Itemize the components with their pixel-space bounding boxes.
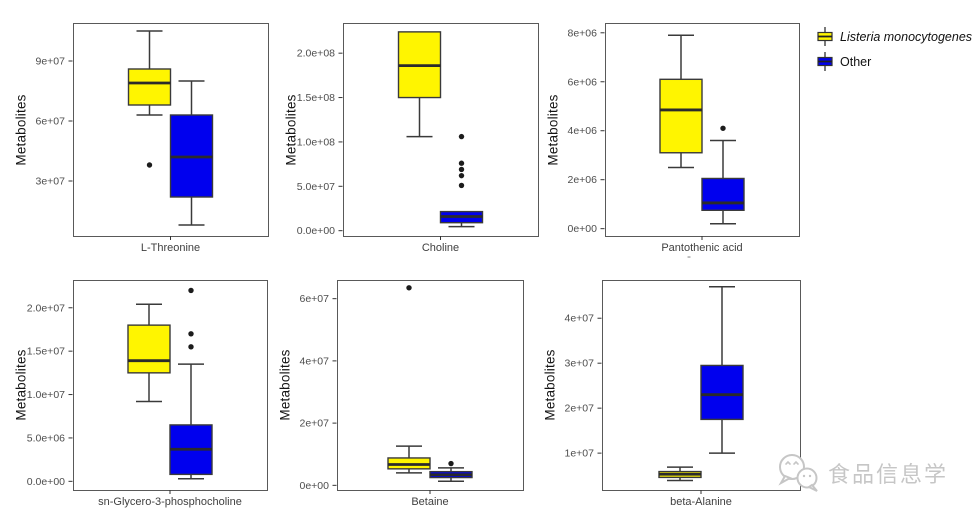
svg-text:6e+07: 6e+07 [300,293,330,305]
y-axis-title: Metabolites [283,93,299,166]
svg-text:5.0e+07: 5.0e+07 [297,181,335,193]
legend-item-listeria: Listeria monocytogenes [816,24,972,49]
boxplot-key-icon [817,27,833,46]
svg-text:0.0e+00: 0.0e+00 [27,476,65,488]
svg-text:1.5e+07: 1.5e+07 [27,346,65,358]
x-axis-label: L-Threonine [140,242,201,254]
svg-text:6e+06: 6e+06 [568,76,598,88]
svg-text:4e+06: 4e+06 [568,125,598,137]
svg-text:6e+07: 6e+07 [36,116,66,128]
svg-text:0e+00: 0e+00 [568,223,598,235]
legend-item-other: Other [816,49,972,74]
svg-text:0.0e+00: 0.0e+00 [297,225,335,237]
svg-text:1e+07: 1e+07 [565,448,595,460]
svg-text:3e+07: 3e+07 [36,176,66,188]
cropped-character-mark: - [687,249,691,263]
legend-label: Listeria monocytogenes [840,29,973,44]
y-axis-title: Metabolites [13,349,29,421]
svg-text:2e+07: 2e+07 [565,403,595,415]
wechat-chat-bubbles-icon [778,454,818,492]
svg-text:2.0e+08: 2.0e+08 [297,48,335,60]
legend: Listeria monocytogenes Other [816,24,972,74]
y-axis-title: Metabolites [277,349,293,421]
legend-label: Other [840,54,872,69]
svg-text:1.0e+07: 1.0e+07 [27,389,65,401]
svg-text:2e+07: 2e+07 [300,418,330,430]
svg-text:3e+07: 3e+07 [565,358,595,370]
x-axis-label: Choline [421,242,460,254]
watermark: 食品信息学 [776,450,948,496]
svg-text:9e+07: 9e+07 [36,56,66,68]
x-axis-label: sn-Glycero-3-phosphocholine [98,496,242,508]
svg-text:1.0e+08: 1.0e+08 [297,136,335,148]
x-axis-label: Betaine [411,496,449,508]
svg-text:1.5e+08: 1.5e+08 [297,92,335,104]
svg-text:0e+00: 0e+00 [300,480,330,492]
boxplot-key-icon [817,52,833,71]
svg-text:8e+06: 8e+06 [568,27,598,39]
svg-text:4e+07: 4e+07 [565,313,595,325]
y-axis-title: Metabolites [545,93,561,166]
svg-text:2e+06: 2e+06 [568,174,598,186]
x-axis-label: beta-Alanine [670,496,732,508]
watermark-text: 食品信息学 [828,462,949,487]
svg-text:4e+07: 4e+07 [300,355,330,367]
x-axis-label: Pantothenic acid [661,242,743,254]
svg-text:2.0e+07: 2.0e+07 [27,302,65,314]
svg-text:5.0e+06: 5.0e+06 [27,432,65,444]
y-axis-title: Metabolites [13,93,29,166]
y-axis-title: Metabolites [542,349,558,421]
